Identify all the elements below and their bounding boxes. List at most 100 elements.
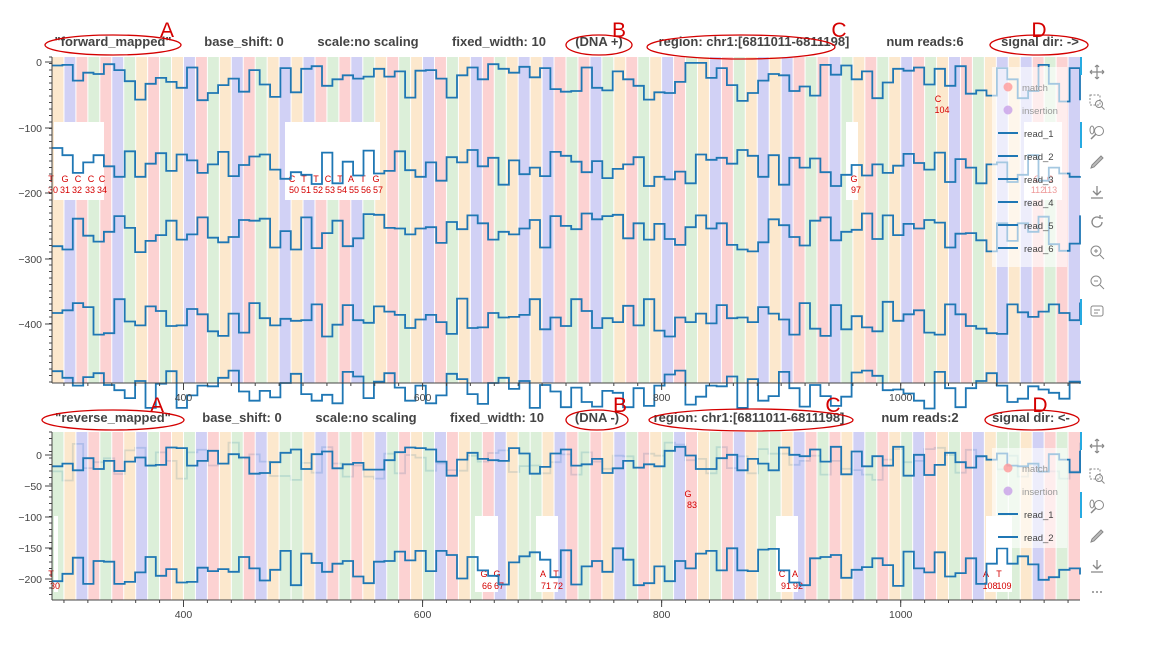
signal-trace-read_1: [52, 445, 1081, 477]
base-band: [840, 432, 853, 600]
annotation-oval: [989, 34, 1089, 56]
insertion-dot-icon: [1003, 486, 1013, 496]
y-tick-label: −100: [18, 512, 42, 524]
x-tick-label: 1000: [889, 609, 913, 621]
base-band: [338, 57, 351, 383]
base-band: [183, 432, 196, 600]
deleted-base-position: 54: [337, 185, 347, 195]
freehand-icon: [1090, 529, 1104, 543]
base-band: [577, 57, 590, 383]
base-band: [279, 57, 292, 383]
base-band: [255, 432, 268, 600]
box-zoom-tool-button[interactable]: [1086, 465, 1108, 487]
base-band: [697, 57, 710, 383]
save-icon: [1091, 560, 1103, 573]
title-field: fixed_width: 10: [452, 34, 546, 49]
deleted-base-position: 67: [494, 581, 504, 591]
insertion-dot-icon: [1003, 105, 1013, 115]
hover-tool-button[interactable]: [1086, 301, 1108, 323]
active-tool-indicator: [1080, 432, 1082, 450]
legend[interactable]: match insertion read_1 read_2 read_3 read_4re…: [992, 67, 1067, 267]
pan-icon: [1089, 438, 1105, 454]
title-field: "reverse_mapped": [55, 410, 171, 425]
deleted-base-position: 72: [553, 581, 563, 591]
legend[interactable]: match insertion read_1 read_2: [992, 448, 1067, 548]
base-band: [386, 57, 399, 383]
base-band: [482, 57, 495, 383]
freehand-tool-button[interactable]: [1086, 525, 1108, 547]
signal-trace-read_3: [52, 212, 1081, 253]
more-tool-button[interactable]: [1086, 581, 1108, 603]
base-band: [972, 432, 985, 600]
save-tool-button[interactable]: [1086, 555, 1108, 577]
base-band: [828, 432, 841, 600]
base-band: [518, 432, 531, 600]
reset-tool-button[interactable]: [1086, 211, 1108, 233]
deleted-base-position: 108: [982, 581, 997, 591]
base-band: [75, 432, 88, 600]
base-band: [362, 57, 375, 383]
freehand-tool-button[interactable]: [1086, 151, 1108, 173]
base-band: [685, 57, 698, 383]
base-band: [948, 57, 961, 383]
base-band: [936, 432, 949, 600]
annotation-letter: C: [825, 394, 840, 417]
match-dot-icon: [1003, 463, 1013, 473]
title-field: signal dir: <-: [992, 410, 1070, 425]
pan-tool-button[interactable]: [1086, 435, 1108, 457]
base-band: [685, 432, 698, 600]
deleted-base-position: 57: [373, 185, 383, 195]
base-band: [566, 57, 578, 383]
wheel-zoom-tool-button[interactable]: [1086, 495, 1108, 517]
annotation-oval: [646, 34, 836, 60]
save-tool-button[interactable]: [1086, 181, 1108, 203]
base-band: [398, 57, 411, 383]
insertion-base-letter: C: [935, 94, 942, 104]
title-field: (DNA -): [575, 410, 619, 425]
zoom-out-tool-button[interactable]: [1086, 271, 1108, 293]
wheel-zoom-tool-button[interactable]: [1086, 121, 1108, 143]
base-band: [231, 57, 244, 383]
annotation-oval: [984, 409, 1080, 431]
legend-match-label: match: [1022, 464, 1048, 475]
base-band: [195, 432, 208, 600]
base-band: [207, 432, 220, 600]
base-band: [733, 432, 746, 600]
pan-tool-button[interactable]: [1086, 61, 1108, 83]
deleted-base-letter: C: [779, 569, 786, 579]
deleted-base-letter: T: [360, 174, 366, 184]
base-band: [817, 57, 829, 383]
deleted-base-letter: C: [289, 174, 296, 184]
base-band: [171, 432, 184, 600]
deletion-region: [54, 516, 58, 592]
base-band: [374, 57, 387, 383]
deletion-region: [536, 516, 558, 592]
base-band: [625, 432, 638, 600]
x-tick-label: 400: [175, 392, 193, 404]
deleted-base-position: 109: [996, 581, 1011, 591]
deleted-base-letter: T: [337, 174, 343, 184]
base-band: [518, 57, 531, 383]
reset-icon: [1091, 215, 1103, 228]
legend-read-label: read_6: [1024, 244, 1054, 255]
wheel-zoom-icon: [1089, 499, 1104, 514]
deleted-base-letter: G: [850, 174, 857, 184]
base-band: [303, 432, 315, 600]
annotation-oval: [565, 409, 629, 431]
signal-trace-read_4: [52, 297, 1081, 338]
annotation-oval: [565, 34, 633, 56]
legend-insertion-label: insertion: [1022, 106, 1058, 117]
base-band: [99, 432, 112, 600]
base-band: [972, 57, 985, 383]
y-tick-label: 0: [36, 450, 42, 462]
wheel-zoom-icon: [1089, 125, 1104, 140]
box-zoom-tool-button[interactable]: [1086, 91, 1108, 113]
title-field: "forward_mapped": [54, 34, 171, 49]
base-band: [661, 57, 674, 383]
deleted-base-position: 50: [289, 185, 299, 195]
zoom-in-tool-button[interactable]: [1086, 241, 1108, 263]
base-band: [852, 57, 865, 383]
deleted-base-letter: C: [88, 174, 95, 184]
base-band: [123, 57, 136, 383]
insertion-base-position: 83: [687, 500, 697, 510]
